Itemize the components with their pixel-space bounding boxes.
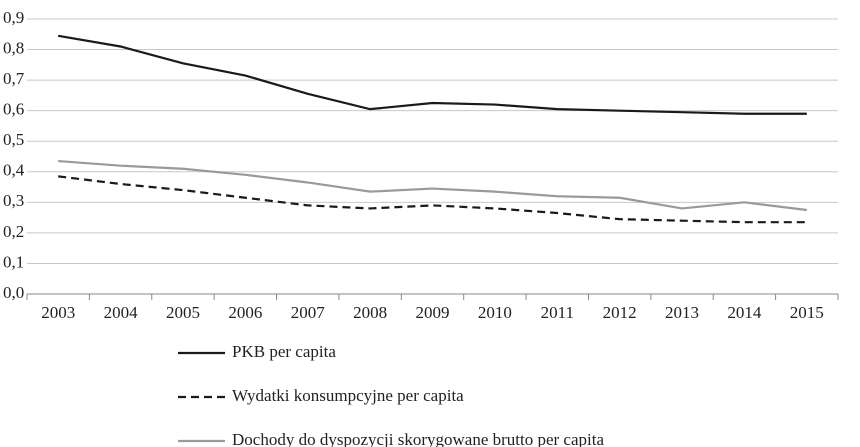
x-tick-label: 2009: [416, 303, 450, 322]
x-tick-label: 2010: [478, 303, 512, 322]
x-tick-label: 2014: [727, 303, 762, 322]
x-tick-label: 2006: [228, 303, 262, 322]
y-tick-label: 0,3: [3, 191, 24, 210]
y-tick-label: 0,4: [3, 161, 25, 180]
y-tick-label: 0,2: [3, 222, 24, 241]
x-tick-label: 2011: [541, 303, 574, 322]
y-tick-label: 0,7: [3, 69, 25, 88]
series-line: [58, 34, 807, 115]
legend-label: Dochody do dyspozycji skorygowane brutto…: [232, 430, 604, 447]
x-tick-label: 2004: [104, 303, 139, 322]
series-line: [58, 175, 807, 224]
y-tick-label: 0,8: [3, 38, 24, 57]
y-tick-label: 0,5: [3, 130, 24, 149]
y-tick-label: 0,6: [3, 100, 24, 119]
y-tick-label: 0,0: [3, 283, 24, 302]
x-tick-label: 2005: [166, 303, 200, 322]
x-tick-label: 2007: [291, 303, 326, 322]
x-tick-label: 2015: [790, 303, 824, 322]
legend-label: Wydatki konsumpcyjne per capita: [232, 386, 464, 405]
x-tick-label: 2008: [353, 303, 387, 322]
series-line: [58, 159, 807, 212]
legend-label: PKB per capita: [232, 342, 336, 361]
y-tick-label: 0,1: [3, 252, 24, 271]
x-tick-label: 2012: [603, 303, 637, 322]
y-tick-label: 0,9: [3, 8, 24, 27]
x-tick-label: 2013: [665, 303, 699, 322]
x-tick-label: 2003: [41, 303, 75, 322]
